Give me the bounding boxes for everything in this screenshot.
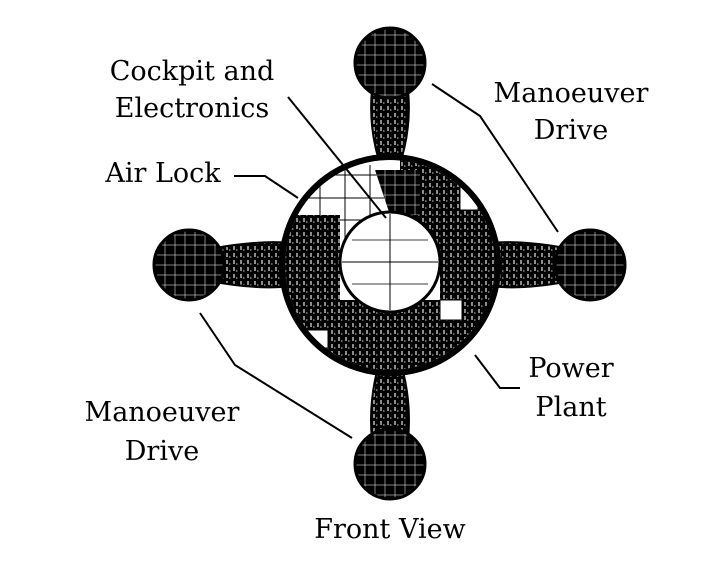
top-drive-pod: [353, 26, 427, 100]
manoeuver-bottom-label-line1: Manoeuver: [85, 397, 240, 428]
cockpit-label-line1: Cockpit and: [110, 56, 275, 87]
left-drive-pod: [152, 228, 226, 302]
right-drive-pod: [553, 228, 627, 302]
drive-pods: [152, 26, 627, 501]
leader-cockpit: [287, 96, 387, 219]
manoeuver-top-label-line1: Manoeuver: [494, 78, 649, 109]
power-plant-label-line2: Plant: [535, 392, 606, 423]
cockpit-label-line2: Electronics: [115, 93, 269, 124]
leader-airlock: [234, 175, 299, 199]
power-plant-label-line1: Power: [528, 353, 613, 384]
bottom-drive-pod: [353, 427, 427, 501]
leader-manoeuver-bottom: [199, 312, 353, 439]
leader-power-plant: [474, 354, 520, 389]
air-lock-label: Air Lock: [104, 158, 221, 189]
leader-manoeuver-top: [431, 83, 559, 233]
main-hull: [279, 154, 501, 376]
manoeuver-top-label-line2: Drive: [534, 115, 608, 146]
manoeuver-bottom-label-line2: Drive: [125, 436, 199, 467]
leader-lines: [199, 83, 559, 439]
front-view-caption: Front View: [314, 514, 465, 545]
